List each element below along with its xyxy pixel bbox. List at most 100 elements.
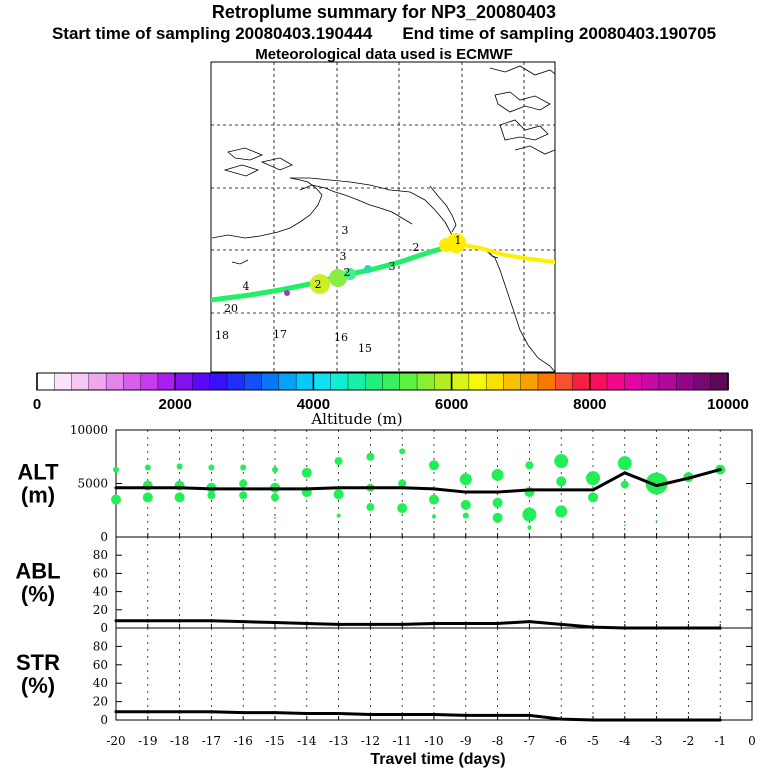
colorbar-cell (451, 372, 470, 391)
y-tick-label: 20 (93, 603, 108, 617)
altitude-dot (432, 514, 436, 519)
altitude-dot (525, 461, 534, 470)
altitude-dot (239, 491, 248, 500)
series-point (400, 486, 404, 490)
colorbar-cell (589, 372, 608, 391)
start-time-label: Start time of sampling 20080403.190444 (51, 24, 373, 43)
x-tick-label: -2 (683, 734, 695, 748)
altitude-dot (272, 466, 278, 473)
y-tick-label: 60 (93, 658, 108, 672)
altitude-dot (142, 492, 153, 503)
series-point (368, 486, 372, 490)
colorbar-cell (347, 372, 366, 391)
series-point (432, 712, 436, 716)
colorbar-cell (209, 372, 228, 391)
day-label: 16 (334, 331, 348, 344)
altitude-dot (429, 494, 439, 505)
altitude-dot (460, 499, 471, 510)
series-point (655, 718, 659, 722)
x-tick-label: 0 (748, 734, 756, 748)
y-tick-label: 0 (100, 530, 108, 544)
altitude-dot (620, 480, 629, 489)
altitude-dot (399, 448, 406, 455)
altitude-dot (556, 476, 567, 487)
colorbar-tick-label: 2000 (159, 396, 192, 413)
day-label: 2 (315, 278, 322, 291)
x-tick-label: -18 (170, 734, 189, 748)
colorbar-cell (624, 372, 643, 391)
series-point (623, 471, 627, 475)
y-tick-label: 0 (100, 713, 108, 727)
altitude-dot (176, 463, 183, 470)
colorbar-cell (572, 372, 591, 391)
x-tick-label: -3 (651, 734, 663, 748)
x-tick-label: -14 (297, 734, 317, 748)
day-label: 20 (224, 302, 238, 315)
series-point (591, 488, 595, 492)
series-point (114, 619, 118, 623)
colorbar-cell (71, 372, 90, 391)
panel-label: (m) (21, 483, 55, 508)
x-tick-label: -10 (424, 734, 443, 748)
series-point (464, 621, 468, 625)
colorbar-tick-label: 4000 (297, 396, 330, 413)
series-point (368, 622, 372, 626)
x-tick-label: -13 (329, 734, 348, 748)
series-point (337, 622, 341, 626)
series-point (591, 718, 595, 722)
coastlines (211, 65, 555, 372)
colorbar-cell (365, 372, 384, 391)
map-gridlines (211, 62, 555, 372)
x-tick-label: -4 (619, 734, 631, 748)
time-series-panels: 0500010000ALT(m)020406080ABL(%)020406080… (15, 423, 755, 768)
altitude-dot (366, 452, 375, 461)
series-point (114, 486, 118, 490)
day-label: 17 (273, 328, 287, 341)
plume-puff (284, 290, 290, 296)
day-label: 3 (342, 224, 349, 237)
panel-alt: 0 5000 10000 ALT(m) (17, 423, 753, 544)
altitude-dot (398, 479, 407, 488)
series-point (559, 622, 563, 626)
chart-title: Retroplume summary for NP3_20080403 (211, 2, 557, 22)
altitude-dot (586, 471, 600, 486)
x-tick-label: -9 (460, 734, 472, 748)
y-tick-label: 0 (100, 621, 108, 635)
series-point (623, 718, 627, 722)
series-point (178, 619, 182, 623)
altitude-dot (459, 473, 472, 486)
colorbar-cell (123, 372, 142, 391)
series-point (432, 621, 436, 625)
altitude-dot (522, 507, 537, 522)
altitude-dot (111, 494, 121, 505)
altitude-dot (271, 493, 279, 502)
panel-label: (%) (21, 673, 55, 698)
series-point (241, 620, 245, 624)
altitude-dot (397, 503, 408, 514)
altitude-dot (240, 464, 247, 471)
colorbar-cell (658, 372, 677, 391)
day-label: 18 (215, 329, 229, 342)
day-label: 2 (344, 266, 351, 279)
altitude-dot (588, 492, 598, 503)
colorbar-cell (555, 372, 574, 391)
colorbar-cell (537, 372, 556, 391)
plume-puff (344, 268, 356, 280)
altitude-dot (623, 524, 626, 527)
series-point (178, 486, 182, 490)
y-tick-label: 80 (93, 639, 108, 653)
colorbar-cell (88, 372, 107, 391)
x-tick-label: -17 (202, 734, 221, 748)
colorbar-cell (105, 372, 125, 391)
colorbar-cell (675, 372, 695, 391)
colorbar-cell (520, 372, 539, 391)
y-tick-label: 20 (93, 695, 108, 709)
met-data-label: Meteorological data used is ECMWF (255, 46, 513, 63)
series-point (241, 711, 245, 715)
colorbar-cell (140, 372, 159, 391)
colorbar-cell (330, 372, 349, 391)
colorbar-cell (399, 372, 418, 391)
series-point (241, 487, 245, 491)
